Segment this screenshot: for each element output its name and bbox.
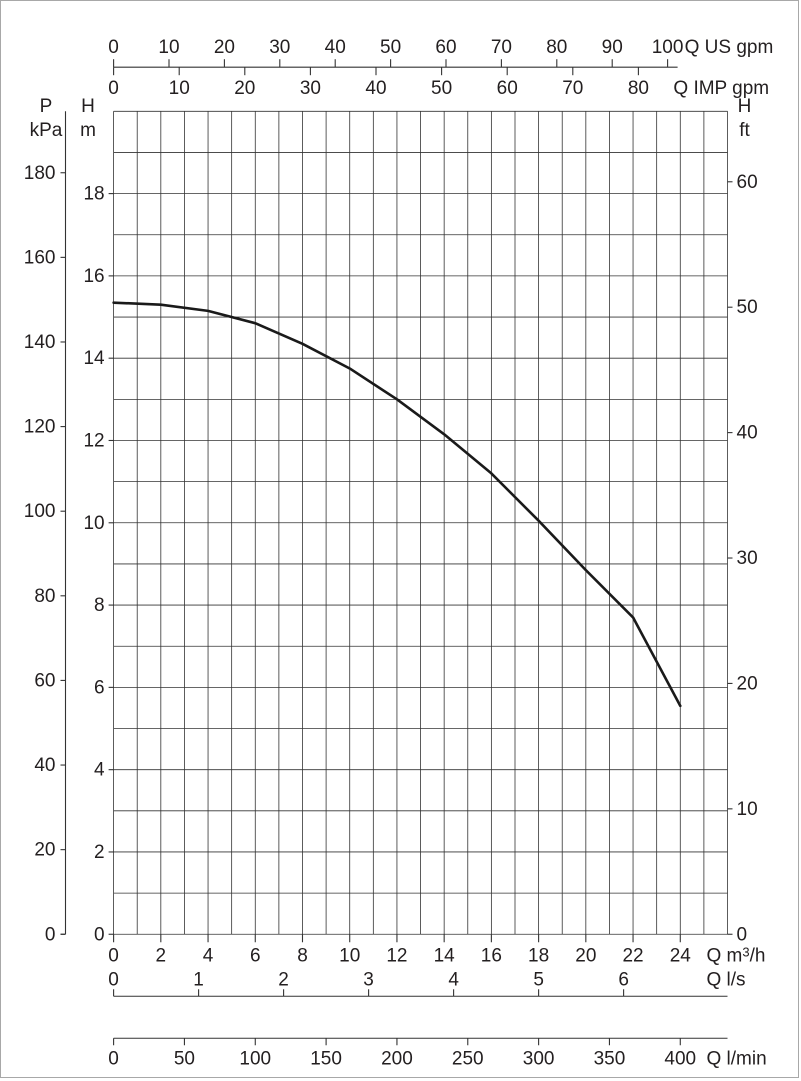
svg-text:30: 30 xyxy=(737,548,758,569)
svg-text:0: 0 xyxy=(108,1048,119,1069)
svg-text:8: 8 xyxy=(297,945,308,966)
svg-text:100: 100 xyxy=(652,37,684,58)
svg-text:18: 18 xyxy=(528,945,549,966)
svg-text:60: 60 xyxy=(34,670,55,691)
svg-text:24: 24 xyxy=(670,945,692,966)
svg-text:14: 14 xyxy=(434,945,456,966)
svg-text:50: 50 xyxy=(737,297,758,318)
svg-text:100: 100 xyxy=(239,1048,271,1069)
svg-text:140: 140 xyxy=(24,332,56,353)
svg-text:Q m3/h: Q m3/h xyxy=(707,945,766,967)
svg-text:40: 40 xyxy=(34,755,55,776)
svg-text:70: 70 xyxy=(562,78,583,99)
svg-text:16: 16 xyxy=(83,266,104,287)
svg-text:20: 20 xyxy=(234,78,255,99)
svg-text:0: 0 xyxy=(45,924,56,945)
svg-text:2: 2 xyxy=(156,945,167,966)
svg-text:6: 6 xyxy=(250,945,261,966)
svg-text:90: 90 xyxy=(602,37,623,58)
svg-text:3: 3 xyxy=(363,969,374,990)
svg-text:30: 30 xyxy=(269,37,290,58)
svg-text:4: 4 xyxy=(203,945,214,966)
svg-text:20: 20 xyxy=(214,37,235,58)
svg-text:40: 40 xyxy=(737,423,758,444)
svg-text:40: 40 xyxy=(325,37,346,58)
svg-text:8: 8 xyxy=(94,595,105,616)
svg-text:400: 400 xyxy=(664,1048,696,1069)
svg-text:16: 16 xyxy=(481,945,502,966)
svg-text:ft: ft xyxy=(739,120,750,141)
svg-text:4: 4 xyxy=(448,969,459,990)
svg-text:P: P xyxy=(40,96,53,117)
svg-text:70: 70 xyxy=(491,37,512,58)
svg-text:60: 60 xyxy=(435,37,456,58)
svg-text:6: 6 xyxy=(94,677,105,698)
svg-text:0: 0 xyxy=(108,945,119,966)
svg-text:22: 22 xyxy=(622,945,643,966)
svg-text:12: 12 xyxy=(83,430,104,451)
svg-text:50: 50 xyxy=(380,37,401,58)
svg-text:10: 10 xyxy=(737,799,758,820)
svg-text:Q l/min: Q l/min xyxy=(707,1048,767,1069)
svg-text:10: 10 xyxy=(169,78,190,99)
svg-text:0: 0 xyxy=(108,78,119,99)
svg-text:120: 120 xyxy=(24,417,56,438)
svg-text:30: 30 xyxy=(300,78,321,99)
svg-text:20: 20 xyxy=(737,673,758,694)
svg-text:Q US gpm: Q US gpm xyxy=(685,37,774,58)
svg-text:350: 350 xyxy=(594,1048,626,1069)
svg-text:50: 50 xyxy=(431,78,452,99)
svg-text:10: 10 xyxy=(339,945,360,966)
svg-text:6: 6 xyxy=(618,969,629,990)
svg-text:40: 40 xyxy=(365,78,386,99)
svg-text:10: 10 xyxy=(83,513,104,534)
svg-text:12: 12 xyxy=(386,945,407,966)
svg-text:50: 50 xyxy=(174,1048,195,1069)
svg-text:2: 2 xyxy=(94,842,105,863)
svg-text:5: 5 xyxy=(533,969,544,990)
svg-text:0: 0 xyxy=(94,924,105,945)
svg-text:0: 0 xyxy=(108,969,119,990)
svg-text:150: 150 xyxy=(310,1048,342,1069)
svg-text:14: 14 xyxy=(83,348,105,369)
svg-text:200: 200 xyxy=(381,1048,413,1069)
svg-text:18: 18 xyxy=(83,184,104,205)
svg-text:300: 300 xyxy=(523,1048,555,1069)
svg-text:2: 2 xyxy=(278,969,289,990)
svg-text:10: 10 xyxy=(158,37,179,58)
svg-text:180: 180 xyxy=(24,163,56,184)
svg-text:160: 160 xyxy=(24,247,56,268)
svg-text:0: 0 xyxy=(737,924,748,945)
svg-text:Q l/s: Q l/s xyxy=(707,969,746,990)
svg-text:kPa: kPa xyxy=(30,120,63,141)
svg-text:0: 0 xyxy=(108,37,119,58)
svg-text:Q IMP gpm: Q IMP gpm xyxy=(673,78,769,99)
svg-text:80: 80 xyxy=(546,37,567,58)
svg-text:1: 1 xyxy=(193,969,204,990)
svg-text:20: 20 xyxy=(575,945,596,966)
svg-text:4: 4 xyxy=(94,760,105,781)
svg-text:m: m xyxy=(80,120,96,141)
svg-text:250: 250 xyxy=(452,1048,484,1069)
svg-text:60: 60 xyxy=(497,78,518,99)
svg-text:20: 20 xyxy=(34,840,55,861)
svg-text:80: 80 xyxy=(34,586,55,607)
svg-text:H: H xyxy=(738,96,752,117)
svg-text:100: 100 xyxy=(24,501,56,522)
svg-text:60: 60 xyxy=(737,172,758,193)
svg-text:H: H xyxy=(81,96,95,117)
svg-text:80: 80 xyxy=(628,78,649,99)
